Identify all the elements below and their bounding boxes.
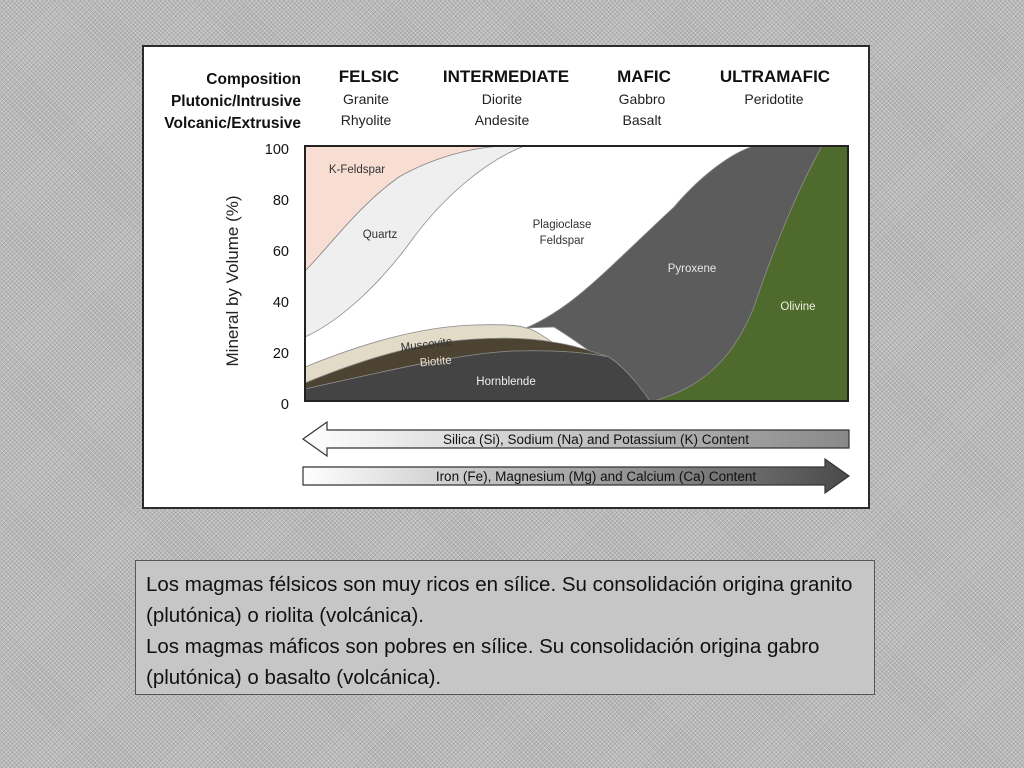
column-felsic: FELSIC xyxy=(339,67,399,86)
column-intermediate: INTERMEDIATE xyxy=(443,67,569,86)
mineral-composition-diagram: Composition Plutonic/Intrusive Volcanic/… xyxy=(164,67,851,495)
column-mafic: MAFIC xyxy=(617,67,671,86)
label-feldspar: Feldspar xyxy=(540,235,585,247)
iron-arrow xyxy=(302,457,851,495)
caption-mafic: Los magmas máficos son pobres en sílice.… xyxy=(146,635,820,689)
iron-arrow-label: Iron (Fe), Magnesium (Mg) and Calcium (C… xyxy=(436,469,757,484)
label-biotite: Biotite xyxy=(419,355,452,370)
plot-frame xyxy=(304,145,849,402)
rock-rhyolite: Rhyolite xyxy=(341,112,392,128)
volcanic-label: Volcanic/Extrusive xyxy=(164,115,301,132)
rock-diorite: Diorite xyxy=(482,91,523,107)
plutonic-label: Plutonic/Intrusive xyxy=(171,93,301,110)
label-hornblende: Hornblende xyxy=(476,376,535,388)
y-tick: 80 xyxy=(273,193,289,209)
caption-box: Los magmas félsicos son muy ricos en síl… xyxy=(135,560,875,695)
rock-peridotite: Peridotite xyxy=(744,91,803,107)
y-tick: 0 xyxy=(281,397,289,413)
rock-gabbro: Gabbro xyxy=(619,91,666,107)
label-quartz: Quartz xyxy=(363,229,398,241)
y-tick: 60 xyxy=(273,244,289,260)
olivine-region xyxy=(650,146,848,401)
rock-basalt: Basalt xyxy=(623,112,662,128)
figure-panel: Composition Plutonic/Intrusive Volcanic/… xyxy=(142,45,870,509)
silica-arrow xyxy=(301,420,850,458)
column-ultramafic: ULTRAMAFIC xyxy=(720,67,830,86)
y-tick: 40 xyxy=(273,295,289,311)
hornblende-region xyxy=(305,350,651,401)
y-tick: 100 xyxy=(265,142,289,158)
silica-arrow-label: Silica (Si), Sodium (Na) and Potassium (… xyxy=(443,432,749,447)
rock-andesite: Andesite xyxy=(475,112,530,128)
label-k-feldspar: K-Feldspar xyxy=(329,164,385,176)
label-olivine: Olivine xyxy=(780,301,815,313)
caption-felsic: Los magmas félsicos son muy ricos en síl… xyxy=(146,573,853,627)
quartz-region xyxy=(305,146,525,338)
label-plagioclase: Plagioclase xyxy=(533,219,592,231)
rock-granite: Granite xyxy=(343,91,389,107)
y-tick: 20 xyxy=(273,346,289,362)
label-pyroxene: Pyroxene xyxy=(668,263,717,275)
composition-label: Composition xyxy=(206,71,301,88)
y-axis-label: Mineral by Volume (%) xyxy=(223,195,242,366)
